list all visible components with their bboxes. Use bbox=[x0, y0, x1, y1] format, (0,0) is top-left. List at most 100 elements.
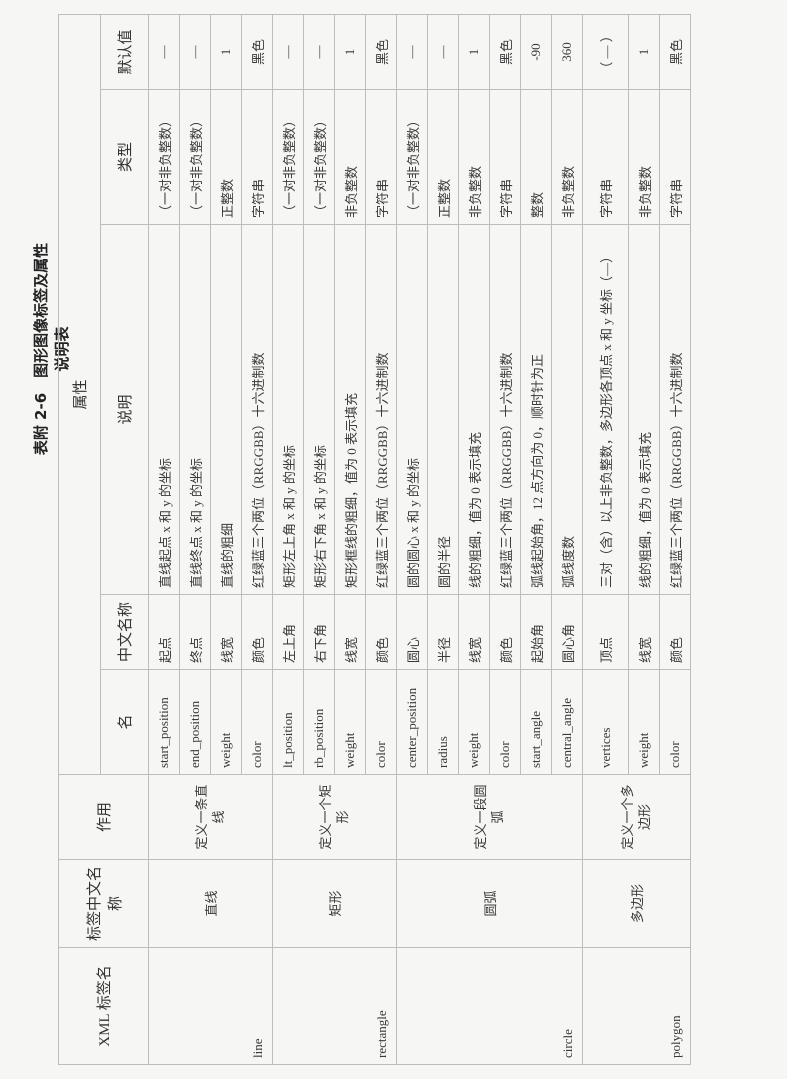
attr-type: 字符串 bbox=[582, 89, 629, 225]
table-row: rectangle 矩形 定义一个矩形 lt_position 左上角 矩形左上角 x 和… bbox=[272, 14, 397, 1065]
attr-desc: 矩形框线的粗细，值为 0 表示填充 bbox=[334, 224, 366, 595]
attr-type: 非负整数 bbox=[334, 89, 366, 225]
attr-name: weight bbox=[334, 669, 366, 775]
attr-desc: 矩形右下角 x 和 y 的坐标 bbox=[303, 224, 335, 595]
attr-type: （一对非负整数） bbox=[148, 89, 180, 225]
table-body: line 直线 定义一条直线 start_position 起点 直线起点 x 和 y 的… bbox=[148, 14, 691, 1065]
attr-desc: 红绿蓝三个两位（RRGGBB）十六进制数 bbox=[241, 224, 273, 595]
header-cell: 类型 bbox=[100, 89, 149, 225]
tag-purpose: 定义一条直线 bbox=[148, 774, 273, 860]
tag-cn-name: 直线 bbox=[148, 859, 273, 948]
attr-default: 1 bbox=[458, 14, 490, 90]
attr-cn-name: 圆心角 bbox=[551, 594, 583, 670]
header-cell: 默认值 bbox=[100, 14, 149, 90]
attr-desc: 三对（含）以上非负整数，多边形各顶点 x 和 y 坐标（—） bbox=[582, 224, 629, 595]
attr-default: — bbox=[396, 14, 428, 90]
attr-cn-name: 右下角 bbox=[303, 594, 335, 670]
attr-default: — bbox=[427, 14, 459, 90]
attr-default: — bbox=[303, 14, 335, 90]
attr-desc: 红绿蓝三个两位（RRGGBB）十六进制数 bbox=[365, 224, 397, 595]
attr-name: radius bbox=[427, 669, 459, 775]
xml-tag: circle bbox=[396, 947, 583, 1065]
attr-desc: 红绿蓝三个两位（RRGGBB）十六进制数 bbox=[659, 224, 691, 595]
attr-default: （ — ） bbox=[582, 14, 629, 90]
attr-cn-name: 终点 bbox=[179, 594, 211, 670]
header-cell: XML 标签名 bbox=[58, 947, 149, 1065]
attr-desc: 直线起点 x 和 y 的坐标 bbox=[148, 224, 180, 595]
header-cell: 说明 bbox=[100, 224, 149, 595]
attr-type: （一对非负整数） bbox=[396, 89, 428, 225]
attr-type: 字符串 bbox=[489, 89, 521, 225]
attr-cn-name: 顶点 bbox=[582, 594, 629, 670]
attr-name: color bbox=[365, 669, 397, 775]
header-cell: 标签中文名称 bbox=[58, 859, 149, 948]
table-row: polygon 多边形 定义一个多边形 vertices 顶点 三对（含）以上非负整数，多… bbox=[582, 14, 691, 1065]
attr-type: 正整数 bbox=[427, 89, 459, 225]
attr-name: vertices bbox=[582, 669, 629, 775]
attr-name: end_position bbox=[179, 669, 211, 775]
attr-desc: 线的粗细，值为 0 表示填充 bbox=[458, 224, 490, 595]
attr-name: central_angle bbox=[551, 669, 583, 775]
attr-name: weight bbox=[458, 669, 490, 775]
attr-default: 黑色 bbox=[241, 14, 273, 90]
attr-default: 黑色 bbox=[365, 14, 397, 90]
attr-type: 字符串 bbox=[241, 89, 273, 225]
attr-cn-name: 颜色 bbox=[241, 594, 273, 670]
attr-name: color bbox=[241, 669, 273, 775]
attr-type: （一对非负整数） bbox=[303, 89, 335, 225]
attr-type: （一对非负整数） bbox=[272, 89, 304, 225]
attr-cn-name: 半径 bbox=[427, 594, 459, 670]
attr-cn-name: 颜色 bbox=[365, 594, 397, 670]
attr-default: — bbox=[272, 14, 304, 90]
tag-cn-name: 多边形 bbox=[582, 859, 691, 948]
attr-desc: 圆的半径 bbox=[427, 224, 459, 595]
attribute-table: XML 标签名 标签中文名称 作用 属性 名 中文名称 说明 类型 默认值 li… bbox=[58, 14, 691, 1065]
attr-cn-name: 颜色 bbox=[659, 594, 691, 670]
header-cell: 作用 bbox=[58, 774, 149, 860]
attr-default: -90 bbox=[520, 14, 552, 90]
attr-default: 1 bbox=[210, 14, 242, 90]
attr-name: rb_position bbox=[303, 669, 335, 775]
attr-desc: 直线的粗细 bbox=[210, 224, 242, 595]
attr-type: 正整数 bbox=[210, 89, 242, 225]
tag-cn-name: 矩形 bbox=[272, 859, 397, 948]
attr-cn-name: 线宽 bbox=[210, 594, 242, 670]
attr-cn-name: 线宽 bbox=[628, 594, 660, 670]
tag-purpose: 定义一个矩形 bbox=[272, 774, 397, 860]
attr-cn-name: 圆心 bbox=[396, 594, 428, 670]
tag-purpose: 定义一段圆弧 bbox=[396, 774, 583, 860]
attr-desc: 直线终点 x 和 y 的坐标 bbox=[179, 224, 211, 595]
attr-name: start_angle bbox=[520, 669, 552, 775]
attr-name: lt_position bbox=[272, 669, 304, 775]
attr-cn-name: 起始角 bbox=[520, 594, 552, 670]
attr-cn-name: 起点 bbox=[148, 594, 180, 670]
attr-cn-name: 线宽 bbox=[458, 594, 490, 670]
attr-type: 整数 bbox=[520, 89, 552, 225]
attr-default: 1 bbox=[628, 14, 660, 90]
attr-type: （一对非负整数） bbox=[179, 89, 211, 225]
attr-default: 黑色 bbox=[489, 14, 521, 90]
attr-cn-name: 左上角 bbox=[272, 594, 304, 670]
attr-default: — bbox=[179, 14, 211, 90]
table-row: circle 圆弧 定义一段圆弧 center_position 圆心 圆的圆心 x 和 … bbox=[396, 14, 583, 1065]
attr-desc: 红绿蓝三个两位（RRGGBB）十六进制数 bbox=[489, 224, 521, 595]
attr-desc: 线的粗细，值为 0 表示填充 bbox=[628, 224, 660, 595]
tag-cn-name: 圆弧 bbox=[396, 859, 583, 948]
attr-cn-name: 线宽 bbox=[334, 594, 366, 670]
attr-type: 非负整数 bbox=[628, 89, 660, 225]
attr-name: color bbox=[659, 669, 691, 775]
xml-tag: polygon bbox=[582, 947, 691, 1065]
xml-tag: rectangle bbox=[272, 947, 397, 1065]
xml-tag: line bbox=[148, 947, 273, 1065]
attr-name: color bbox=[489, 669, 521, 775]
attr-type: 字符串 bbox=[659, 89, 691, 225]
attr-type: 非负整数 bbox=[551, 89, 583, 225]
header-cell: 名 bbox=[100, 669, 149, 775]
attr-type: 字符串 bbox=[365, 89, 397, 225]
attr-name: start_position bbox=[148, 669, 180, 775]
attr-default: 1 bbox=[334, 14, 366, 90]
attr-desc: 弧线起始角，12 点方向为 0，顺时针为正 bbox=[520, 224, 552, 595]
header-cell: 属性 bbox=[58, 14, 101, 775]
